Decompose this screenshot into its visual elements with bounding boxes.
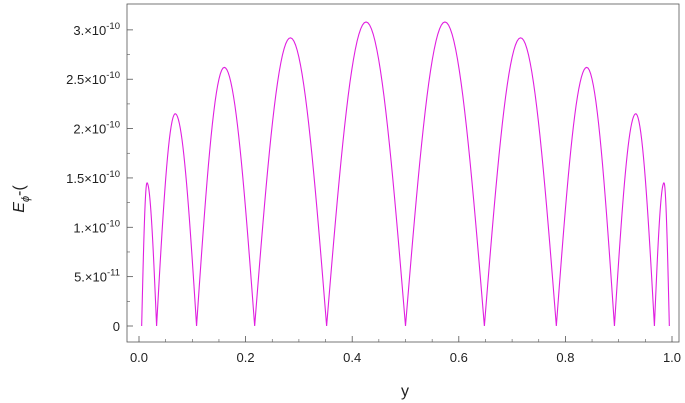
y-tick-mantissa: 3.×10 xyxy=(73,23,106,38)
y-tick-mantissa: 2.5×10 xyxy=(66,72,106,87)
y-tick-label: 3.×10-10 xyxy=(73,21,120,38)
y-axis-label-main: E xyxy=(11,202,28,213)
y-tick-exponent: -10 xyxy=(106,169,120,180)
x-tick-label: 1.0 xyxy=(663,350,681,365)
plot-frame xyxy=(126,3,680,343)
y-tick-exponent: -10 xyxy=(106,120,120,131)
x-axis-ticks: 0.0 0.2 0.4 0.6 0.8 1.0 xyxy=(130,336,681,365)
x-axis-label: y xyxy=(401,383,409,400)
y-tick-mantissa: 2.×10 xyxy=(73,122,106,137)
y-axis-ticks: 05.×10-111.×10-101.5×10-102.×10-102.5×10… xyxy=(66,21,133,334)
series-line xyxy=(141,21,670,327)
y-tick-label: 2.×10-10 xyxy=(73,120,120,137)
x-tick-label: 0.4 xyxy=(343,350,361,365)
y-tick-label: 1.5×10-10 xyxy=(66,169,120,186)
y-axis-label-tail: -( xyxy=(11,185,28,196)
x-tick-label: 0.8 xyxy=(556,350,574,365)
y-tick-mantissa: 5.×10 xyxy=(74,270,107,285)
y-tick-exponent: -10 xyxy=(106,21,120,32)
y-tick-mantissa: 1.×10 xyxy=(73,220,106,235)
x-tick-label: 0.0 xyxy=(130,350,148,365)
y-tick-label: 5.×10-11 xyxy=(74,268,120,285)
y-axis-label: Eϕ-( xyxy=(11,185,32,213)
y-tick-exponent: -10 xyxy=(106,218,120,229)
x-tick-label: 0.2 xyxy=(237,350,255,365)
y-tick-label: 0 xyxy=(113,319,120,334)
y-tick-label: 1.×10-10 xyxy=(73,218,120,235)
y-tick-exponent: -11 xyxy=(107,268,120,279)
y-tick-mantissa: 1.5×10 xyxy=(66,171,106,186)
x-tick-label: 0.6 xyxy=(450,350,468,365)
y-tick-label: 2.5×10-10 xyxy=(66,70,120,87)
y-axis-label-subscript: ϕ xyxy=(20,196,32,202)
y-tick-exponent: -10 xyxy=(106,70,120,81)
